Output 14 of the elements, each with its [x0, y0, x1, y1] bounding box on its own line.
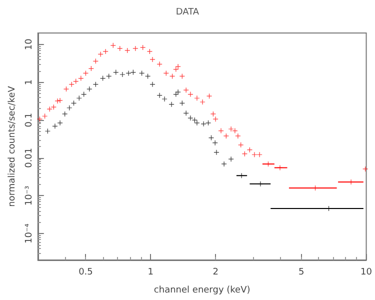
x-tick-label: 2: [212, 268, 218, 278]
y-tick-label: 1: [24, 79, 34, 86]
x-tick-label: 1: [148, 268, 154, 278]
y-tick-label: 10: [24, 38, 34, 50]
y-tick-label: 10⁻⁴: [24, 223, 34, 244]
y-tick-label: 0.01: [24, 148, 34, 168]
x-tick-label: 5: [298, 268, 304, 278]
y-tick-label: 10⁻³: [24, 185, 34, 206]
x-tick-label: 10: [360, 268, 372, 278]
x-axis-title: channel energy (keV): [154, 286, 250, 296]
y-axis-title: normalized counts/sec/keV: [8, 85, 18, 207]
x-tick-label: 0.5: [78, 268, 93, 278]
y-tick-label: 0.1: [24, 112, 34, 128]
chart-title: DATA: [176, 8, 200, 18]
